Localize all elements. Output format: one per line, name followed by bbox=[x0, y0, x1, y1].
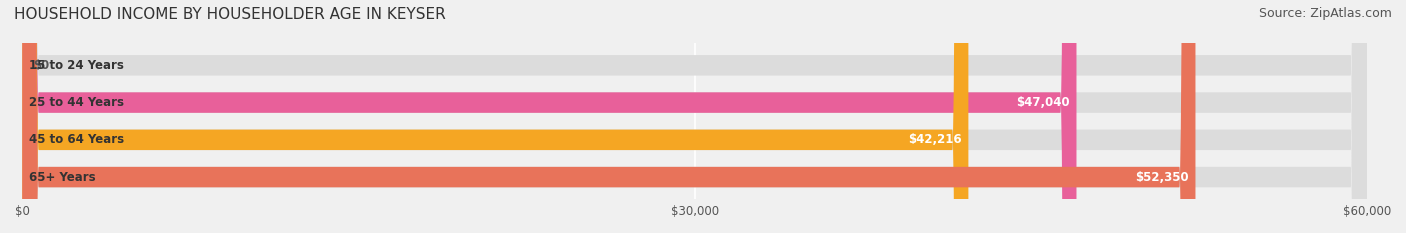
FancyBboxPatch shape bbox=[22, 0, 1077, 233]
FancyBboxPatch shape bbox=[22, 0, 1367, 233]
Text: 25 to 44 Years: 25 to 44 Years bbox=[30, 96, 124, 109]
FancyBboxPatch shape bbox=[22, 0, 1367, 233]
Text: HOUSEHOLD INCOME BY HOUSEHOLDER AGE IN KEYSER: HOUSEHOLD INCOME BY HOUSEHOLDER AGE IN K… bbox=[14, 7, 446, 22]
FancyBboxPatch shape bbox=[22, 0, 1367, 233]
Text: 65+ Years: 65+ Years bbox=[30, 171, 96, 184]
FancyBboxPatch shape bbox=[22, 0, 1367, 233]
Text: $47,040: $47,040 bbox=[1017, 96, 1070, 109]
Text: $0: $0 bbox=[34, 59, 49, 72]
Text: $42,216: $42,216 bbox=[908, 133, 962, 146]
Text: $52,350: $52,350 bbox=[1135, 171, 1188, 184]
Text: Source: ZipAtlas.com: Source: ZipAtlas.com bbox=[1258, 7, 1392, 20]
Text: 15 to 24 Years: 15 to 24 Years bbox=[30, 59, 124, 72]
Text: 45 to 64 Years: 45 to 64 Years bbox=[30, 133, 124, 146]
FancyBboxPatch shape bbox=[22, 0, 1195, 233]
FancyBboxPatch shape bbox=[22, 0, 969, 233]
